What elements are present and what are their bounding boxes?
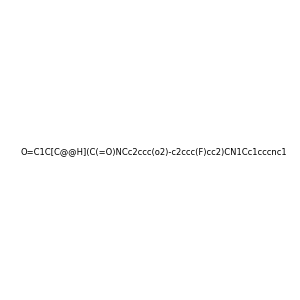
Text: O=C1C[C@@H](C(=O)NCc2ccc(o2)-c2ccc(F)cc2)CN1Cc1cccnc1: O=C1C[C@@H](C(=O)NCc2ccc(o2)-c2ccc(F)cc2… — [20, 147, 287, 156]
